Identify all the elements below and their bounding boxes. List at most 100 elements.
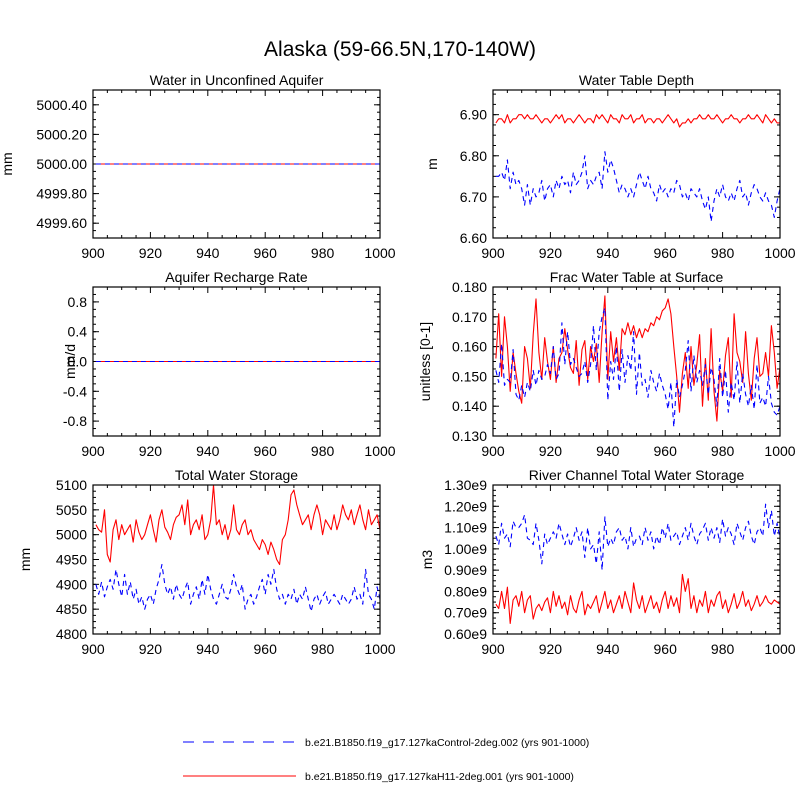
y-tick-label: 4900 bbox=[56, 576, 87, 592]
x-tick-label: 920 bbox=[139, 245, 163, 261]
y-tick-label: 0.70e9 bbox=[444, 605, 487, 621]
panel-title: Water in Unconfined Aquifer bbox=[150, 72, 324, 88]
x-tick-label: 940 bbox=[196, 641, 220, 657]
y-axis-label: mm bbox=[0, 152, 15, 175]
y-tick-label: 5050 bbox=[56, 502, 87, 518]
x-tick-label: 980 bbox=[711, 443, 735, 459]
panel-river-channel-total-water-storage: River Channel Total Water Storage m3 900 92… bbox=[419, 467, 796, 657]
legend-label-control: b.e21.B1850.f19_g17.127kaControl-2deg.00… bbox=[305, 737, 589, 749]
panel-title: Aquifer Recharge Rate bbox=[165, 269, 308, 285]
y-tick-label: 5000 bbox=[56, 527, 87, 543]
panel-title: Total Water Storage bbox=[175, 467, 298, 483]
x-tick-label: 900 bbox=[481, 245, 505, 261]
control-series-line bbox=[95, 563, 380, 613]
y-tick-label: 4850 bbox=[56, 601, 87, 617]
x-tick-label: 1000 bbox=[364, 443, 395, 459]
x-tick-label: 980 bbox=[711, 641, 735, 657]
x-tick-label: 920 bbox=[539, 443, 563, 459]
y-axis-label: m bbox=[424, 158, 440, 170]
panel-title: Frac Water Table at Surface bbox=[550, 269, 724, 285]
y-axis-label: unitless [0-1] bbox=[417, 322, 433, 401]
x-tick-label: 920 bbox=[539, 641, 563, 657]
x-tick-label: 900 bbox=[81, 641, 105, 657]
y-tick-label: 4950 bbox=[56, 552, 87, 568]
y-tick-label: 5100 bbox=[56, 477, 87, 493]
x-tick-label: 940 bbox=[196, 443, 220, 459]
plot-frame bbox=[492, 286, 781, 437]
y-tick-label: 1.10e9 bbox=[444, 520, 487, 536]
x-tick-label: 980 bbox=[311, 443, 335, 459]
y-tick-label: 6.70 bbox=[460, 189, 487, 205]
plot-frame bbox=[92, 89, 381, 239]
x-tick-label: 960 bbox=[254, 443, 278, 459]
y-tick-label: 5000.40 bbox=[36, 97, 87, 113]
control-series-line bbox=[495, 503, 780, 571]
control-series-line bbox=[495, 151, 780, 223]
panel-aquifer-recharge-rate: Aquifer Recharge Rate mm/d 900 920 940 960 980… bbox=[62, 269, 396, 459]
y-tick-label: 5000.00 bbox=[36, 156, 87, 172]
experiment-series-line bbox=[495, 573, 780, 624]
y-tick-label: 6.80 bbox=[460, 148, 487, 164]
x-tick-label: 940 bbox=[196, 245, 220, 261]
y-tick-label: 4999.80 bbox=[36, 186, 87, 202]
y-tick-label: -0.8 bbox=[63, 413, 87, 429]
y-tick-label: 0.170 bbox=[452, 309, 487, 325]
y-tick-label: 0.130 bbox=[452, 428, 487, 444]
x-tick-label: 1000 bbox=[364, 245, 395, 261]
plot-frame bbox=[92, 286, 381, 437]
x-tick-label: 940 bbox=[596, 245, 620, 261]
x-tick-label: 980 bbox=[311, 641, 335, 657]
y-tick-label: 4800 bbox=[56, 626, 87, 642]
x-tick-label: 960 bbox=[654, 443, 678, 459]
x-tick-label: 1000 bbox=[764, 245, 795, 261]
x-tick-label: 920 bbox=[139, 443, 163, 459]
y-tick-label: 0.0 bbox=[68, 354, 88, 370]
y-tick-label: 1.00e9 bbox=[444, 541, 487, 557]
panel-title: River Channel Total Water Storage bbox=[529, 467, 745, 483]
y-axis-label: mm bbox=[17, 548, 33, 571]
panel-total-water-storage: Total Water Storage mm 900 920 940 960 980 1000… bbox=[17, 467, 396, 657]
panel-frac-water-table-at-surface: Frac Water Table at Surface unitless [0-1… bbox=[417, 269, 796, 459]
x-tick-label: 1000 bbox=[764, 443, 795, 459]
panel-water-in-unconfined-aquifer: Water in Unconfined Aquifer mm 900 920 940 96… bbox=[0, 72, 396, 261]
x-tick-label: 940 bbox=[596, 641, 620, 657]
x-tick-label: 900 bbox=[481, 641, 505, 657]
y-tick-label: 0.140 bbox=[452, 398, 487, 414]
y-tick-label: 6.90 bbox=[460, 107, 487, 123]
x-tick-label: 960 bbox=[654, 641, 678, 657]
plot-frame bbox=[492, 484, 781, 635]
x-tick-label: 960 bbox=[654, 245, 678, 261]
x-tick-label: 920 bbox=[139, 641, 163, 657]
x-tick-label: 920 bbox=[539, 245, 563, 261]
plot-frame bbox=[92, 484, 381, 635]
y-axis-label: m3 bbox=[419, 550, 435, 570]
y-tick-label: 0.160 bbox=[452, 339, 487, 355]
x-tick-label: 1000 bbox=[764, 641, 795, 657]
y-tick-label: 0.4 bbox=[68, 324, 88, 340]
x-tick-label: 960 bbox=[254, 245, 278, 261]
panel-water-table-depth: Water Table Depth m 900 920 940 960 980 1000 6.6… bbox=[424, 72, 796, 261]
y-tick-label: 6.60 bbox=[460, 230, 487, 246]
y-tick-label: 1.20e9 bbox=[444, 498, 487, 514]
y-tick-label: 0.60e9 bbox=[444, 626, 487, 642]
y-tick-label: 0.90e9 bbox=[444, 562, 487, 578]
y-tick-label: 0.8 bbox=[68, 294, 88, 310]
y-tick-label: 5000.20 bbox=[36, 126, 87, 142]
x-tick-label: 980 bbox=[311, 245, 335, 261]
x-tick-label: 980 bbox=[711, 245, 735, 261]
y-tick-label: 1.30e9 bbox=[444, 477, 487, 493]
y-tick-label: 0.150 bbox=[452, 368, 487, 384]
legend: b.e21.B1850.f19_g17.127kaControl-2deg.00… bbox=[183, 737, 589, 783]
chart-panels: Water in Unconfined Aquifer mm 900 920 940 96… bbox=[0, 72, 796, 657]
plot-frame bbox=[492, 89, 781, 239]
x-tick-label: 900 bbox=[81, 245, 105, 261]
y-tick-label: -0.4 bbox=[63, 383, 87, 399]
experiment-series-line bbox=[495, 114, 780, 128]
legend-label-experiment: b.e21.B1850.f19_g17.127kaH11-2deg.001 (y… bbox=[305, 771, 574, 783]
x-tick-label: 900 bbox=[481, 443, 505, 459]
x-tick-label: 1000 bbox=[364, 641, 395, 657]
x-tick-label: 940 bbox=[596, 443, 620, 459]
figure-title: Alaska (59-66.5N,170-140W) bbox=[264, 38, 536, 61]
y-tick-label: 4999.60 bbox=[36, 215, 87, 231]
